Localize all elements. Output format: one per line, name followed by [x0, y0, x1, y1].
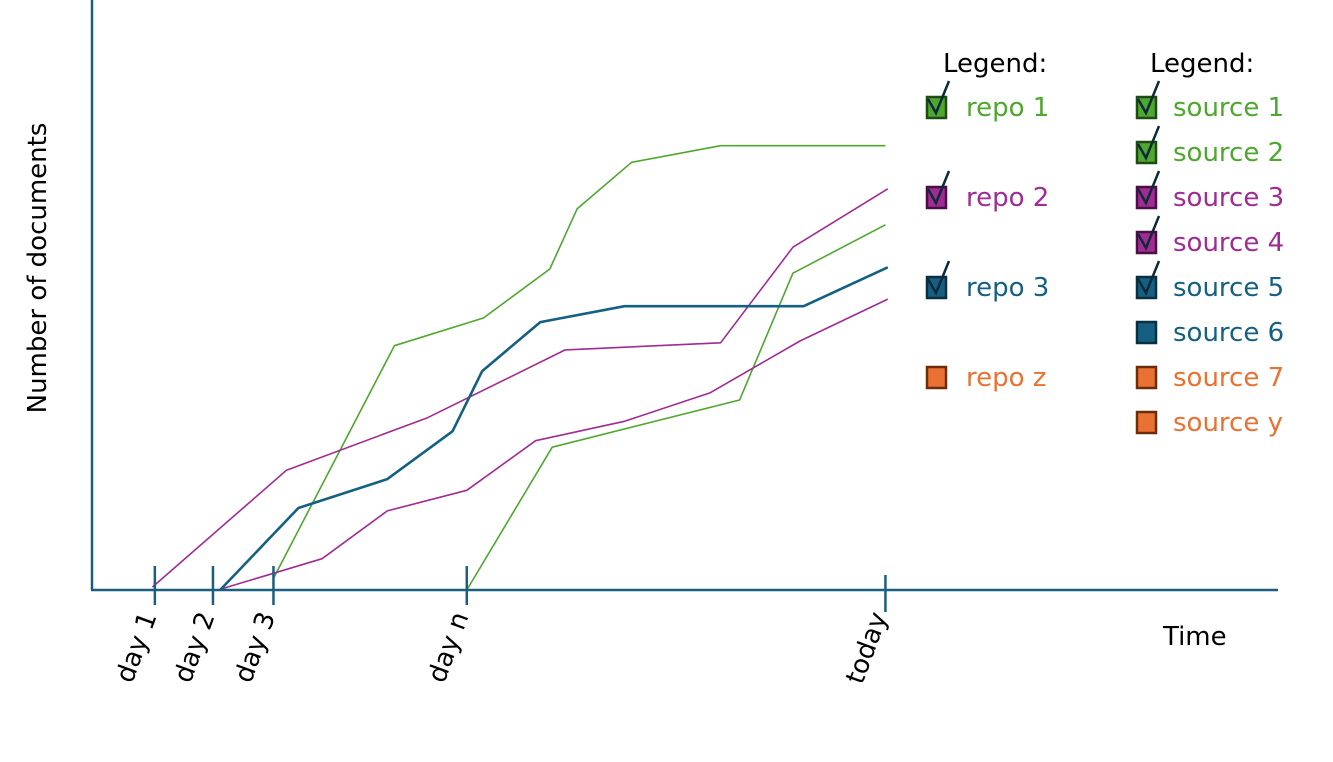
x-axis-label: Time [1162, 622, 1227, 652]
legend-item[interactable]: repo 3 [925, 260, 1049, 303]
checkmark-icon [1136, 215, 1161, 251]
legend-swatch [1135, 410, 1158, 435]
series-line-4 [217, 298, 889, 591]
checkmark-icon [926, 170, 951, 206]
series-line-1 [272, 144, 886, 579]
legend-1: Legend: repo 1 repo 2 repo 3 repo z [925, 49, 1049, 393]
legend-item-label: repo z [966, 363, 1046, 393]
checkmark-icon [1136, 170, 1161, 206]
checkmark-icon [1136, 260, 1161, 296]
checkmark-icon [1136, 125, 1161, 161]
legend-item[interactable]: source 1 [1135, 80, 1284, 123]
legend-item-label: source 2 [1173, 138, 1284, 168]
legend-item-label: source 3 [1173, 183, 1284, 213]
legend-2: Legend: source 1 source 2 source 3 source 4 s… [1135, 49, 1284, 438]
legend-item[interactable]: source 3 [1135, 170, 1284, 213]
legend-swatch [1135, 365, 1158, 390]
legend-item-label: source 6 [1173, 318, 1284, 348]
legend-item-label: source 1 [1173, 93, 1284, 123]
x-tick-label: day n [422, 608, 475, 686]
x-tick-label: day 1 [110, 608, 163, 687]
x-tick-label: day 3 [229, 608, 282, 687]
legend-item[interactable]: source y [1135, 408, 1283, 438]
checkmark-icon [1136, 80, 1161, 116]
legend-item[interactable]: repo z [925, 363, 1046, 393]
legend-item-label: source 7 [1173, 363, 1284, 393]
legend-title: Legend: [1150, 49, 1254, 79]
legend-item[interactable]: source 4 [1135, 215, 1284, 258]
legend-swatch [1135, 320, 1158, 345]
legend-item-label: source 5 [1173, 273, 1284, 303]
series-line-5 [219, 266, 889, 591]
y-axis-label: Number of documents [23, 123, 53, 414]
legend-item[interactable]: source 2 [1135, 125, 1284, 168]
legend-item-label: repo 1 [966, 93, 1049, 123]
series-line-3 [151, 188, 889, 588]
legend-item-label: source 4 [1173, 228, 1284, 258]
series-line-2 [466, 224, 886, 591]
legend-item[interactable]: source 6 [1135, 318, 1284, 348]
legends: Legend: repo 1 repo 2 repo 3 repo z Legend: so… [925, 49, 1284, 438]
series-layer [151, 144, 889, 591]
legend-item[interactable]: source 7 [1135, 363, 1284, 393]
legend-item[interactable]: repo 1 [925, 80, 1049, 123]
legend-item-label: source y [1173, 408, 1283, 438]
legend-swatch [925, 365, 948, 390]
legend-title: Legend: [943, 49, 1047, 79]
legend-item-label: repo 2 [966, 183, 1049, 213]
legend-item[interactable]: source 5 [1135, 260, 1284, 303]
x-tick-label: day 2 [169, 608, 222, 687]
x-ticks: day 1 day 2 day 3 day n today [110, 566, 894, 688]
legend-item-label: repo 3 [966, 273, 1049, 303]
x-tick-label: today [841, 608, 894, 688]
legend-item[interactable]: repo 2 [925, 170, 1049, 213]
checkmark-icon [926, 260, 951, 296]
checkmark-icon [926, 80, 951, 116]
